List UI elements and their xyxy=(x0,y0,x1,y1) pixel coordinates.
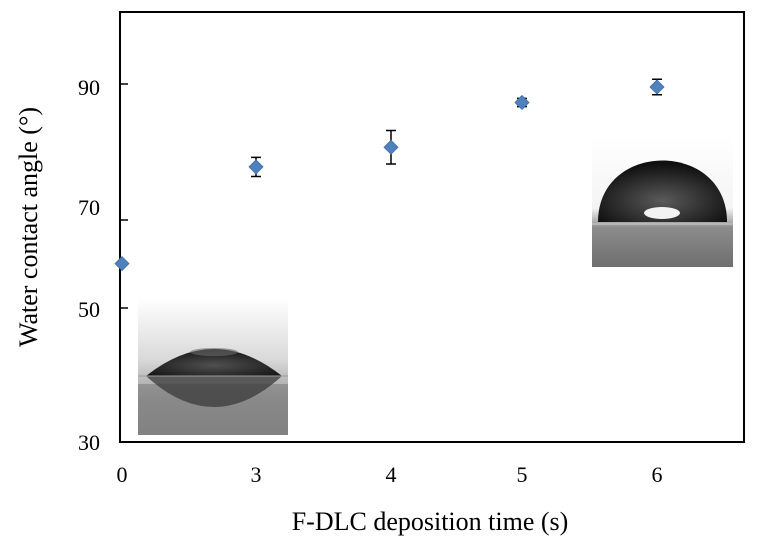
x-axis-title: F-DLC deposition time (s) xyxy=(292,507,569,536)
y-tick-label: 90 xyxy=(78,75,100,100)
x-tick-label: 6 xyxy=(652,462,663,487)
data-point xyxy=(114,256,130,272)
data-series xyxy=(114,78,665,272)
y-axis-title: Water contact angle (°) xyxy=(14,107,43,347)
x-tick-label: 3 xyxy=(251,462,262,487)
y-axis: 30 50 70 90 xyxy=(78,75,128,455)
data-point xyxy=(514,94,530,111)
water-droplet-photo-low-angle xyxy=(138,298,288,435)
x-axis: 0 3 4 5 6 xyxy=(117,462,663,487)
x-tick-label: 5 xyxy=(517,462,528,487)
data-point xyxy=(248,159,264,175)
plot-frame xyxy=(119,11,745,443)
water-droplet-photo-high-angle xyxy=(592,136,733,267)
x-tick-label: 0 xyxy=(117,462,128,487)
y-tick-label: 30 xyxy=(78,430,100,455)
data-point xyxy=(383,139,399,155)
data-point xyxy=(649,79,665,95)
y-tick-label: 50 xyxy=(78,297,100,322)
y-tick-label: 70 xyxy=(78,195,100,220)
x-tick-label: 4 xyxy=(386,462,397,487)
